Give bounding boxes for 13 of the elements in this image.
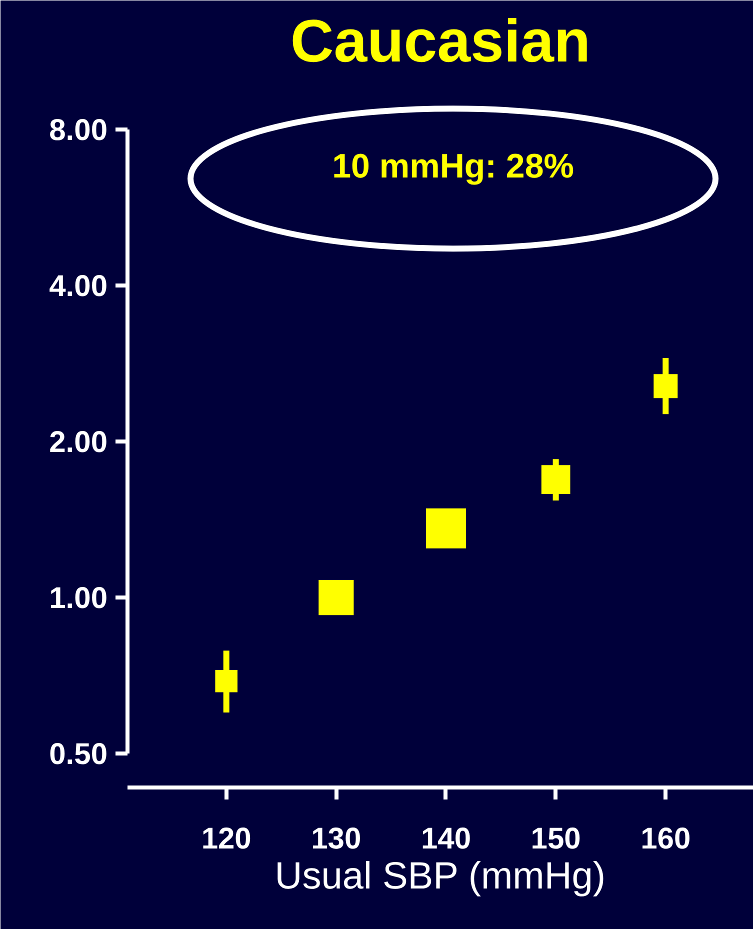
y-tick-label: 0.50 [49,738,108,772]
x-tick-label: 120 [201,822,252,856]
y-tick-label: 2.00 [49,426,108,460]
chart-title: Caucasian [290,8,591,74]
y-tick-label: 8.00 [49,114,108,148]
x-tick-label: 130 [311,822,362,856]
x-axis-title: Usual SBP (mmHg) [274,856,606,898]
y-tick-label: 4.00 [49,270,108,304]
x-tick-label: 150 [530,822,581,856]
annotation: 10 mmHg: 28% [332,148,574,186]
x-tick-label: 140 [420,822,472,856]
y-tick-label: 1.00 [49,582,108,616]
x-tick-label: 160 [640,822,691,856]
